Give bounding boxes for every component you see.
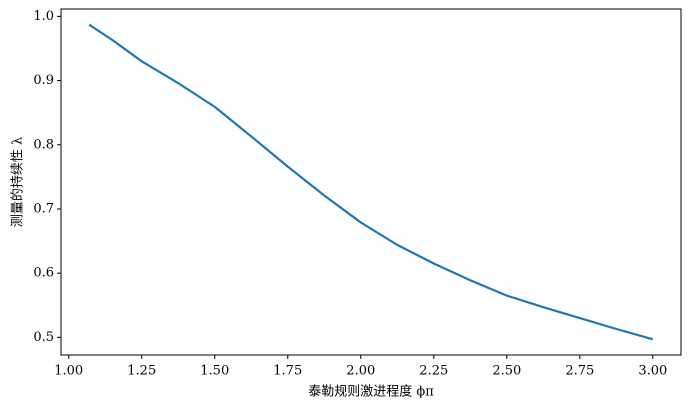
y-tick-label: 0.8: [33, 137, 54, 152]
y-axis-label: 测量的持续性 λ: [10, 137, 26, 227]
x-tick-label: 2.00: [346, 364, 375, 379]
x-tick-label: 1.25: [127, 364, 156, 379]
plot-frame: [60, 8, 682, 356]
line-series: [88, 23, 654, 341]
x-tick-label: 1.50: [200, 364, 229, 379]
x-tick-label: 2.75: [565, 364, 594, 379]
x-tick-label: 2.25: [419, 364, 448, 379]
y-tick-label: 0.9: [33, 73, 54, 88]
x-axis-label: 泰勒规则激进程度 ϕπ: [308, 384, 434, 400]
y-tick-label: 0.6: [33, 266, 54, 281]
y-tick-label: 0.7: [33, 201, 54, 216]
y-tick-label: 1.0: [33, 9, 54, 24]
x-tick-label: 1.75: [273, 364, 302, 379]
x-tick-label: 2.50: [492, 364, 521, 379]
y-tick-label: 0.5: [33, 330, 54, 345]
x-tick-label: 3.00: [638, 364, 667, 379]
x-tick-label: 1.00: [54, 364, 83, 379]
